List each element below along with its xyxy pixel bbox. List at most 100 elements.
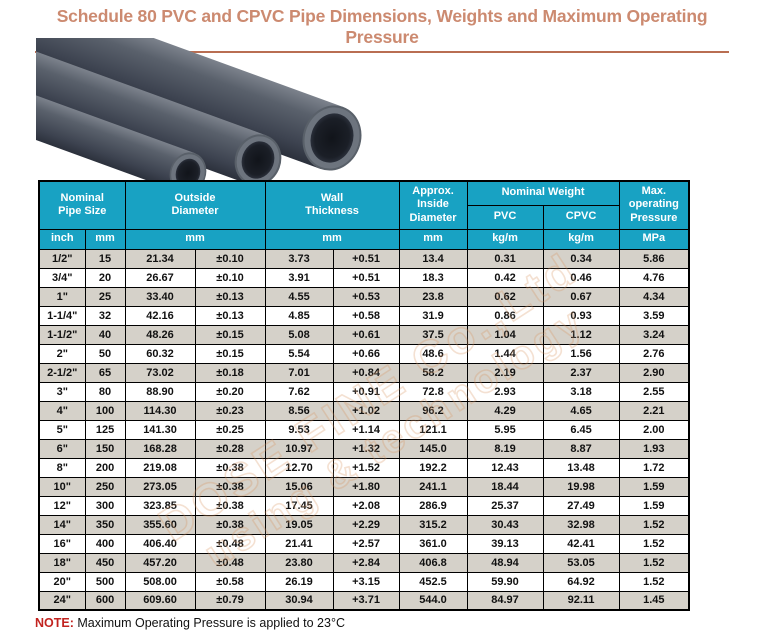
table-cell: 42.41 [542,533,620,554]
table-cell: 21.34 [124,248,196,269]
table-cell: 30.43 [466,514,544,535]
table-cell: 3.24 [618,324,690,345]
table-cell: 18.3 [398,267,468,288]
table-cell: 350 [84,514,126,535]
col-header-wall-thickness: Wall Thickness [264,180,400,230]
table-cell: 27.49 [542,495,620,516]
table-cell: 273.05 [124,476,196,497]
table-cell: 286.9 [398,495,468,516]
table-cell: 7.62 [264,381,334,402]
table-cell: ±0.38 [194,457,266,478]
table-cell: 53.05 [542,552,620,573]
table-row: 8" 200 219.08 ±0.38 12.70 +1.52 192.2 12.43 13.4… [38,457,690,478]
table-cell: +0.51 [332,267,400,288]
table-cell: 1.59 [618,476,690,497]
table-cell: ±0.38 [194,514,266,535]
table-cell: 26.67 [124,267,196,288]
table-cell: 0.46 [542,267,620,288]
table-cell: 219.08 [124,457,196,478]
table-cell: 8.56 [264,400,334,421]
table-cell: 1/2" [38,248,86,269]
table-cell: 14" [38,514,86,535]
table-cell: 8.19 [466,438,544,459]
table-body: 1/2" 15 21.34 ±0.10 3.73 +0.51 13.4 0.31 0.34 5.8… [38,248,690,611]
footnote-label: NOTE: [35,616,74,630]
table-cell: +0.53 [332,286,400,307]
table-cell: ±0.13 [194,286,266,307]
table-cell: 26.19 [264,571,334,592]
footnote: NOTE: Maximum Operating Pressure is appl… [35,616,345,630]
table-cell: 12.43 [466,457,544,478]
table-cell: +2.08 [332,495,400,516]
table-cell: 1.44 [466,343,544,364]
table-cell: 0.67 [542,286,620,307]
table-cell: +0.66 [332,343,400,364]
table-cell: 19.05 [264,514,334,535]
table-cell: 5" [38,419,86,440]
table-cell: +2.29 [332,514,400,535]
pipe-dimensions-table: Nominal Pipe Size Outside Diameter Wall … [38,180,691,611]
table-cell: 6.45 [542,419,620,440]
table-cell: 508.00 [124,571,196,592]
table-cell: 3/4" [38,267,86,288]
table-cell: 2.90 [618,362,690,383]
table-cell: +1.14 [332,419,400,440]
table-cell: 1-1/4" [38,305,86,326]
table-cell: 50 [84,343,126,364]
table-cell: 8.87 [542,438,620,459]
table-cell: 12.70 [264,457,334,478]
table-cell: 7.01 [264,362,334,383]
table-cell: 65 [84,362,126,383]
table-cell: 3.18 [542,381,620,402]
unit-mm-id: mm [398,228,468,250]
table-cell: 48.94 [466,552,544,573]
unit-mm-wall: mm [264,228,400,250]
table-cell: 1.12 [542,324,620,345]
table-cell: 2.55 [618,381,690,402]
table-cell: +0.61 [332,324,400,345]
table-cell: 0.93 [542,305,620,326]
table-cell: 1.52 [618,514,690,535]
table-cell: ±0.48 [194,552,266,573]
table-row: 2" 50 60.32 ±0.15 5.54 +0.66 48.6 1.44 1.56 2.76 [38,343,690,364]
table-cell: 406.8 [398,552,468,573]
table-cell: 48.6 [398,343,468,364]
table-cell: 4" [38,400,86,421]
table-cell: 1.52 [618,571,690,592]
table-cell: 457.20 [124,552,196,573]
table-cell: 0.31 [466,248,544,269]
table-cell: 2.21 [618,400,690,421]
table-cell: +0.51 [332,248,400,269]
unit-mpa: MPa [618,228,690,250]
table-cell: +2.84 [332,552,400,573]
table-cell: ±0.79 [194,590,266,611]
table-cell: 100 [84,400,126,421]
page-title-bar: Schedule 80 PVC and CPVC Pipe Dimensions… [35,6,729,53]
table-row: 16" 400 406.40 ±0.48 21.41 +2.57 361.0 39.13 42.… [38,533,690,554]
table-cell: ±0.48 [194,533,266,554]
table-cell: +1.02 [332,400,400,421]
table-row: 14" 350 355.60 ±0.38 19.05 +2.29 315.2 30.43 32.… [38,514,690,535]
table-cell: 300 [84,495,126,516]
pvc-pipes-photo [36,38,362,180]
table-cell: 32.98 [542,514,620,535]
table-cell: +0.91 [332,381,400,402]
table-cell: ±0.25 [194,419,266,440]
table-cell: 37.5 [398,324,468,345]
table-cell: 1.04 [466,324,544,345]
table-cell: 3.73 [264,248,334,269]
table-cell: 121.1 [398,419,468,440]
table-cell: 19.98 [542,476,620,497]
table-cell: 4.34 [618,286,690,307]
table-cell: 16" [38,533,86,554]
table-cell: 200 [84,457,126,478]
table-cell: +0.58 [332,305,400,326]
table-row: 3/4" 20 26.67 ±0.10 3.91 +0.51 18.3 0.42 0.46 4.7… [38,267,690,288]
table-cell: 192.2 [398,457,468,478]
table-cell: 13.48 [542,457,620,478]
table-cell: 361.0 [398,533,468,554]
table-row: 12" 300 323.85 ±0.38 17.45 +2.08 286.9 25.37 27.… [38,495,690,516]
table-row: 5" 125 141.30 ±0.25 9.53 +1.14 121.1 5.95 6.45 2.… [38,419,690,440]
table-cell: 12" [38,495,86,516]
